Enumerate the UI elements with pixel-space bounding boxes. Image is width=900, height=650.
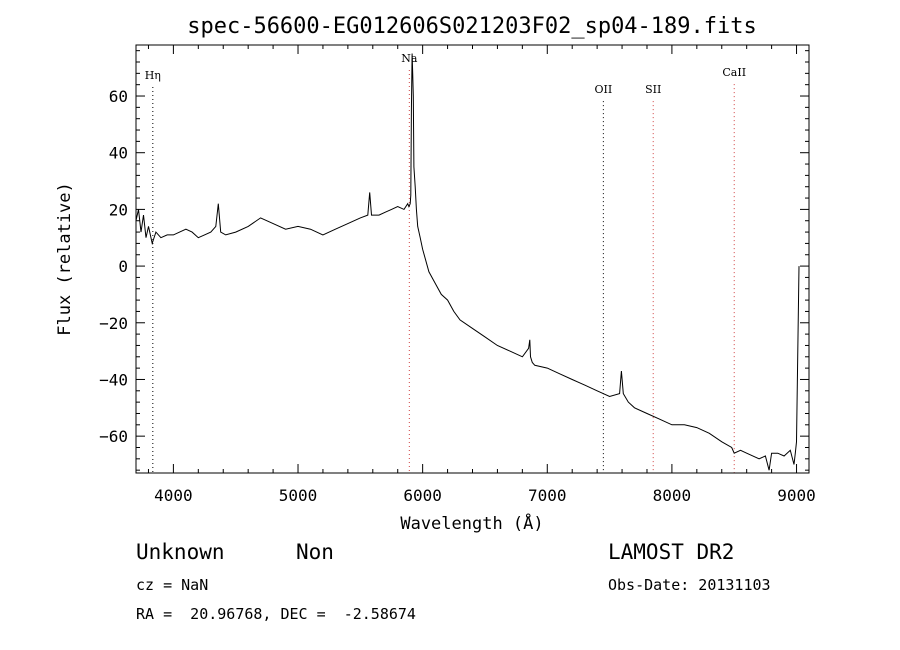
- line-marker-label: Hη: [145, 69, 161, 82]
- line-marker-label: SII: [645, 83, 661, 96]
- x-axis-ticks: 4000 5000 6000 7000 8000 9000: [154, 45, 816, 505]
- object-subclass: Non: [296, 540, 334, 564]
- y-tick-label: 40: [109, 144, 128, 163]
- line-marker-label: Na: [401, 52, 418, 65]
- spectrum-series-line: [135, 53, 800, 471]
- x-tick-label: 8000: [653, 486, 692, 505]
- y-axis-ticks: −60 −40 −20 0 20 40 60: [99, 87, 809, 446]
- x-tick-label: 7000: [528, 486, 567, 505]
- line-markers: Hη Na OII SII CaII: [145, 52, 746, 473]
- y-tick-label: −40: [99, 370, 128, 389]
- chart-title: spec-56600-EG012606S021203F02_sp04-189.f…: [187, 14, 757, 39]
- y-axis-label: Flux (relative): [55, 182, 75, 336]
- x-tick-label: 6000: [403, 486, 442, 505]
- y-tick-label: 0: [118, 257, 128, 276]
- line-marker-label: OII: [595, 83, 613, 96]
- line-marker-label: CaII: [722, 66, 746, 79]
- minor-ticks: [136, 45, 809, 473]
- y-tick-label: −20: [99, 314, 128, 333]
- x-axis-label: Wavelength (Å): [400, 512, 543, 534]
- object-class: Unknown: [136, 540, 225, 564]
- x-tick-label: 5000: [279, 486, 318, 505]
- y-tick-label: 60: [109, 87, 128, 106]
- survey-name: LAMOST DR2: [608, 540, 735, 564]
- observation-date: Obs-Date: 20131103: [608, 576, 771, 594]
- y-tick-label: 20: [109, 200, 128, 219]
- redshift-cz: cz = NaN: [136, 576, 209, 594]
- y-tick-label: −60: [99, 427, 128, 446]
- coordinates: RA = 20.96768, DEC = -2.58674: [136, 605, 416, 623]
- plot-frame: [135, 44, 810, 474]
- x-tick-label: 9000: [777, 486, 816, 505]
- x-tick-label: 4000: [154, 486, 193, 505]
